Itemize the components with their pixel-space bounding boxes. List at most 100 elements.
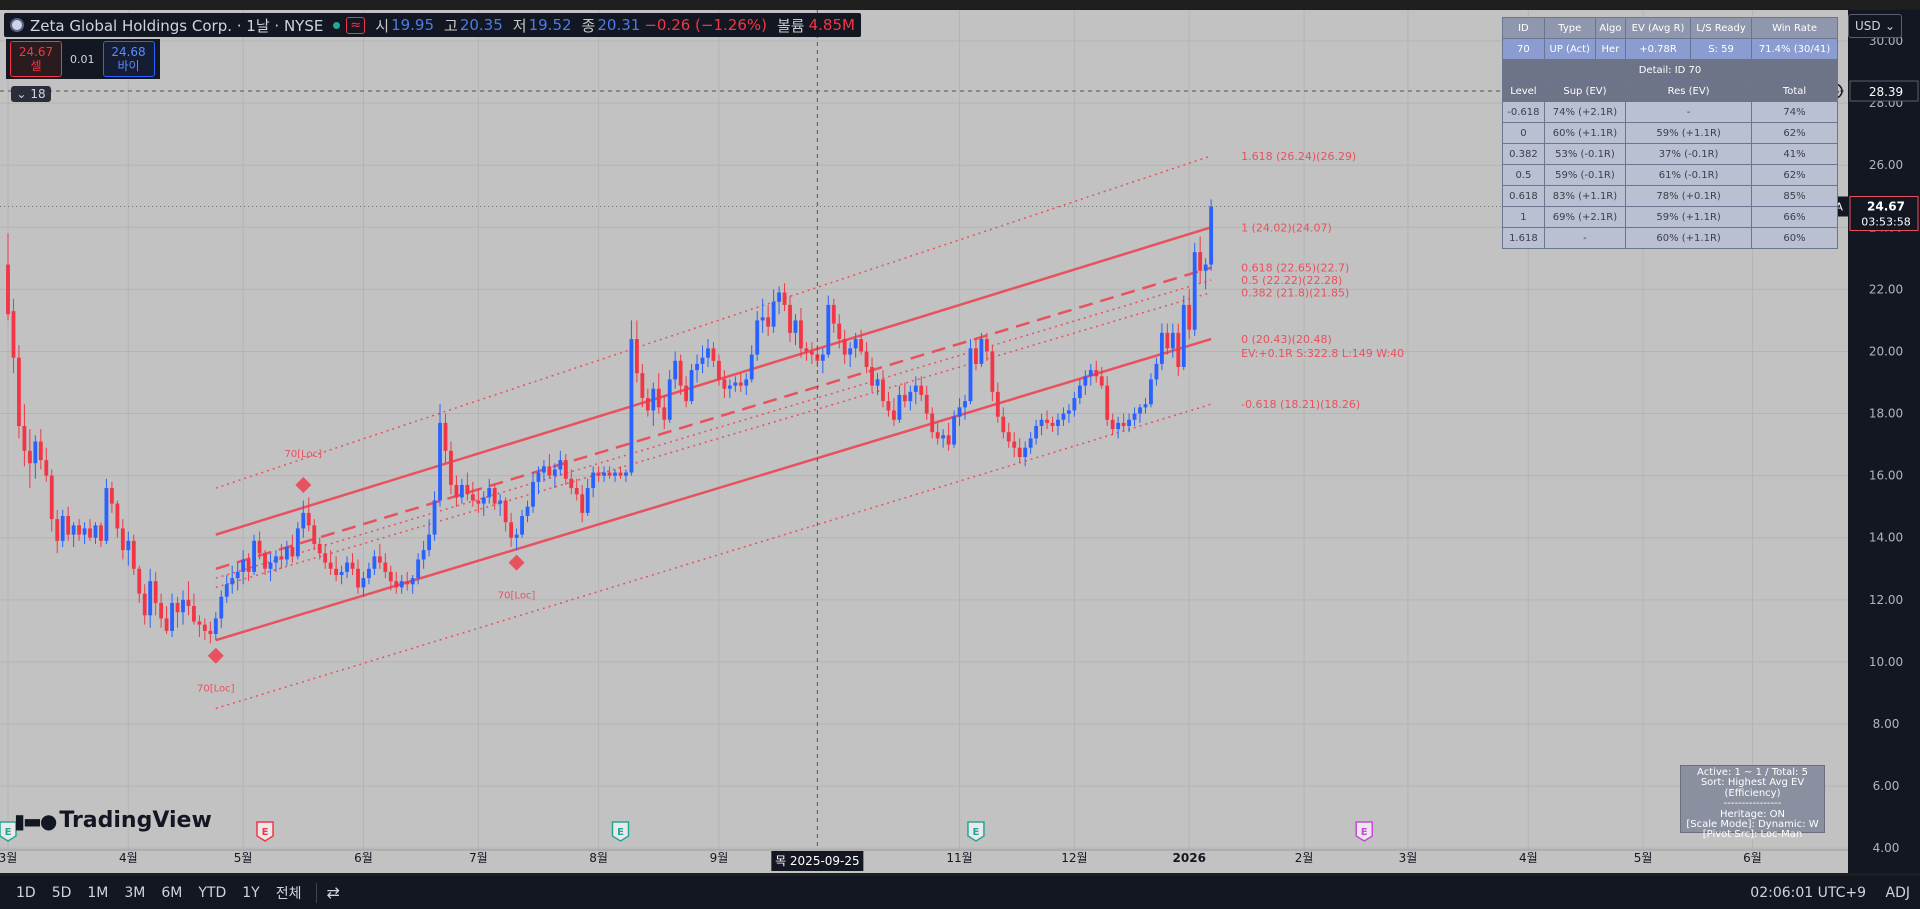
time-tick-label: 11월: [946, 851, 972, 865]
sup-cell: 59% (-0.1R): [1543, 164, 1627, 186]
candle-body: [793, 320, 798, 333]
candle-body: [323, 553, 328, 563]
candle-body: [749, 354, 754, 380]
candle-body: [984, 339, 989, 352]
price-tick-label: 18.00: [1869, 407, 1903, 421]
candle-body: [1110, 419, 1115, 430]
timeframe-1d-button[interactable]: 1D: [16, 884, 36, 901]
total-cell: 62%: [1751, 122, 1838, 144]
candle-body: [399, 581, 404, 588]
res-cell: -: [1625, 101, 1753, 123]
candle-body: [410, 578, 415, 585]
candle-body: [1034, 425, 1039, 439]
candle-body: [673, 360, 678, 380]
sell-button[interactable]: 24.67 셀: [10, 41, 62, 77]
candle-body: [1105, 385, 1110, 420]
candle-body: [547, 466, 552, 476]
indicators-collapse-button[interactable]: ⌄ 18: [11, 86, 51, 102]
candle-body: [995, 391, 1000, 417]
timeframe-6m-button[interactable]: 6M: [161, 884, 183, 901]
candle-body: [952, 416, 956, 445]
candle-body: [727, 385, 732, 389]
candle-body: [788, 304, 792, 333]
channel-level-label: 0 (20.43)(20.48): [1241, 333, 1332, 346]
timeframe-ytd-button[interactable]: YTD: [198, 884, 227, 901]
toolbar-divider: [315, 882, 317, 903]
candle-body: [38, 441, 43, 461]
buy-button[interactable]: 24.68 바이: [102, 41, 155, 77]
candle-body: [339, 571, 344, 575]
symbol-legend[interactable]: Zeta Global Holdings Corp. · 1날 · NYSE ≈…: [4, 13, 861, 37]
candle-body: [345, 562, 349, 572]
candle-body: [667, 379, 672, 420]
pivot-label: 70[Loc]: [197, 684, 235, 695]
timeframe-1m-button[interactable]: 1M: [87, 884, 109, 901]
candle-body: [990, 351, 995, 392]
earnings-marker-label: E: [617, 827, 624, 838]
candle-body: [645, 398, 650, 411]
stats-cell: +0.78R: [1625, 38, 1691, 60]
candle-body: [596, 472, 601, 476]
timeframe-5d-button[interactable]: 5D: [51, 884, 72, 901]
time-tick-label: 3월: [0, 851, 17, 865]
tradingview-logo[interactable]: ▮▬● TradingView: [14, 808, 212, 833]
candle-body: [186, 599, 191, 607]
level-cell: 1.618: [1502, 227, 1545, 249]
candle-body: [1209, 206, 1214, 265]
date-range-icon[interactable]: ⇄: [326, 883, 340, 902]
candle-body: [17, 357, 21, 426]
candle-body: [651, 388, 656, 411]
time-tick-label: 12월: [1061, 851, 1087, 865]
candle-body: [197, 621, 202, 625]
candle-body: [503, 500, 508, 523]
candle-body: [569, 478, 574, 489]
candle-body: [640, 373, 645, 399]
res-cell: 60% (+1.1R): [1625, 227, 1753, 249]
time-tick-label: 2026: [1173, 851, 1206, 865]
candle-body: [405, 581, 410, 585]
clock[interactable]: 02:06:01 UTC+9: [1750, 884, 1866, 901]
channel-line: [215, 226, 1212, 536]
candle-body: [1023, 447, 1028, 458]
level-cell: 0.5: [1502, 164, 1545, 186]
candle-body: [1159, 332, 1164, 364]
candle-body: [175, 602, 180, 613]
time-tick-label: 7월: [469, 851, 488, 865]
candle-body: [722, 379, 727, 389]
candle-body: [1116, 422, 1121, 430]
high-label: 고: [444, 16, 458, 35]
candle-body: [1088, 370, 1093, 377]
adj-toggle[interactable]: ADJ: [1885, 884, 1911, 901]
timeframe-3m-button[interactable]: 3M: [124, 884, 146, 901]
total-cell: 85%: [1751, 185, 1838, 207]
price-axis[interactable]: 30.0028.0026.0024.0022.0020.0018.0016.00…: [1810, 10, 1920, 873]
candle-body: [820, 354, 825, 361]
candle-body: [766, 317, 771, 327]
candle-body: [279, 556, 284, 560]
symbol-name[interactable]: Zeta Global Holdings Corp. · 1날 · NYSE: [30, 16, 324, 35]
candle-body: [602, 472, 606, 476]
candle-body: [213, 618, 218, 634]
stats-selected-row: 70 UP (Act) Her +0.78R S: 59 71.4% (30/4…: [1502, 38, 1838, 60]
candle-body: [913, 385, 918, 392]
timeframe-1y-button[interactable]: 1Y: [242, 884, 260, 901]
stats-detail-header-cell: Total: [1751, 80, 1838, 102]
candle-body: [268, 562, 273, 569]
crosshair-price-label: 28.39: [1869, 85, 1903, 99]
timeframe-all-button[interactable]: 전체: [275, 885, 302, 902]
res-cell: 59% (+1.1R): [1625, 206, 1753, 228]
time-axis[interactable]: 3월 4월 5월 6월 7월 8월 9월 11월 12월 2026 2월 3월 4월 5월 6월 목 2025…: [0, 849, 1887, 871]
candle-body: [804, 348, 809, 352]
pivot-markers: 70[Loc] 70[Loc] 70[Loc]: [197, 449, 535, 695]
candle-body: [367, 568, 371, 579]
earnings-marker: [256, 821, 274, 842]
candle-body: [536, 472, 541, 482]
candle-body: [782, 292, 787, 305]
candle-body: [131, 540, 136, 569]
currency-selector[interactable]: USD ⌄: [1848, 14, 1902, 38]
candle-body: [33, 441, 38, 464]
stats-header-row: ID Type Algo EV (Avg R) L/S Ready Win Ra…: [1502, 17, 1838, 39]
candle-body: [580, 494, 585, 513]
sup-cell: -: [1543, 227, 1627, 249]
candle-body: [574, 488, 579, 495]
